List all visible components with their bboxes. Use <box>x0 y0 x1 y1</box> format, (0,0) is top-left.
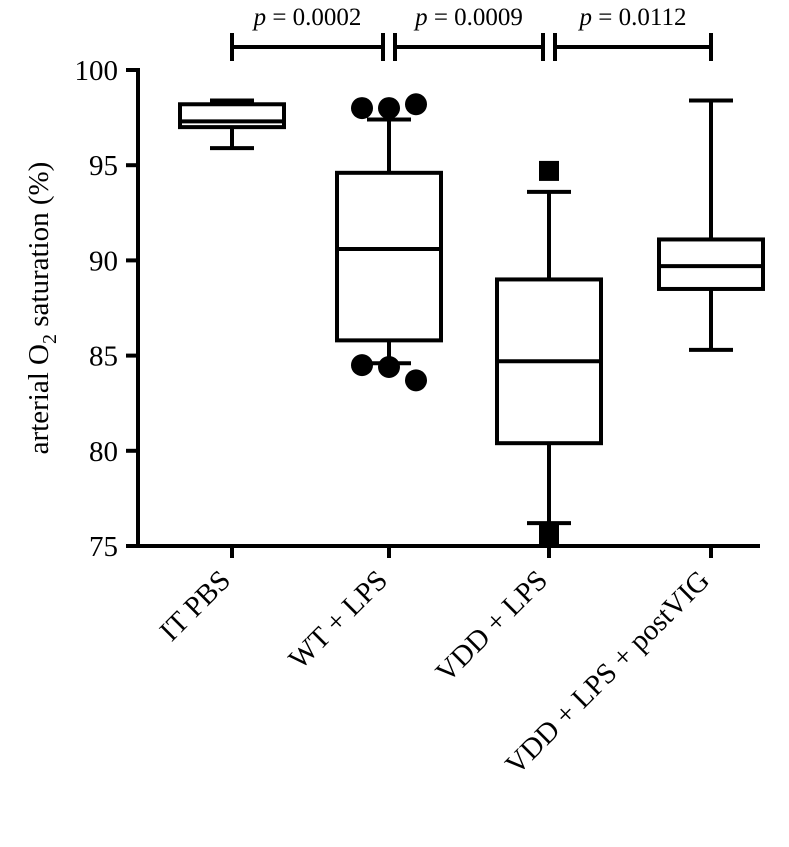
p-value-label: p = 0.0112 <box>578 4 687 31</box>
p-value-text: = 0.0002 <box>266 4 361 31</box>
significance-brackets: p = 0.0002 p = 0.0009 p = 0.0112 <box>230 4 713 61</box>
y-tick-label-75: 75 <box>89 531 118 563</box>
outlier-point <box>539 524 559 545</box>
p-symbol: p <box>252 4 267 31</box>
iqr-box <box>335 170 443 343</box>
y-tick-label-80: 80 <box>89 436 118 468</box>
box-1 <box>335 93 443 392</box>
box-3 <box>657 98 765 352</box>
outlier-point <box>351 97 373 120</box>
y-tick-label-100: 100 <box>75 55 119 87</box>
comparison-0: p = 0.0002 <box>230 4 385 61</box>
y-axis-label-subscript: 2 <box>39 334 61 344</box>
outlier-point <box>539 160 559 181</box>
outlier-point <box>351 354 373 377</box>
comparison-2: p = 0.0112 <box>553 4 713 61</box>
box-0 <box>178 98 286 151</box>
x-tick-label-2: VDD + LPS <box>430 564 554 688</box>
y-axis-label: arterial O2 saturation (%) <box>23 162 61 455</box>
x-tick-label-0: IT PBS <box>154 564 237 647</box>
box-2 <box>495 160 603 545</box>
y-axis-label-main: arterial O <box>23 344 55 454</box>
outlier-point <box>378 97 400 120</box>
outlier-point <box>405 93 427 116</box>
y-tick-label-95: 95 <box>89 150 118 182</box>
comparison-1: p = 0.0009 <box>393 4 545 61</box>
p-value-text: = 0.0112 <box>592 4 686 31</box>
p-value-label: p = 0.0009 <box>413 4 523 31</box>
p-symbol: p <box>413 4 428 31</box>
outlier-point <box>378 356 400 379</box>
y-tick-label-90: 90 <box>89 245 118 277</box>
p-symbol: p <box>578 4 593 31</box>
y-axis-label-tail: saturation (%) <box>23 162 55 334</box>
p-value-text: = 0.0009 <box>428 4 523 31</box>
y-tick-label-85: 85 <box>89 341 118 373</box>
p-value-label: p = 0.0002 <box>252 4 362 31</box>
outlier-point <box>405 369 427 392</box>
x-tick-label-1: WT + LPS <box>283 564 394 675</box>
boxes <box>178 93 765 545</box>
iqr-box <box>178 102 286 130</box>
